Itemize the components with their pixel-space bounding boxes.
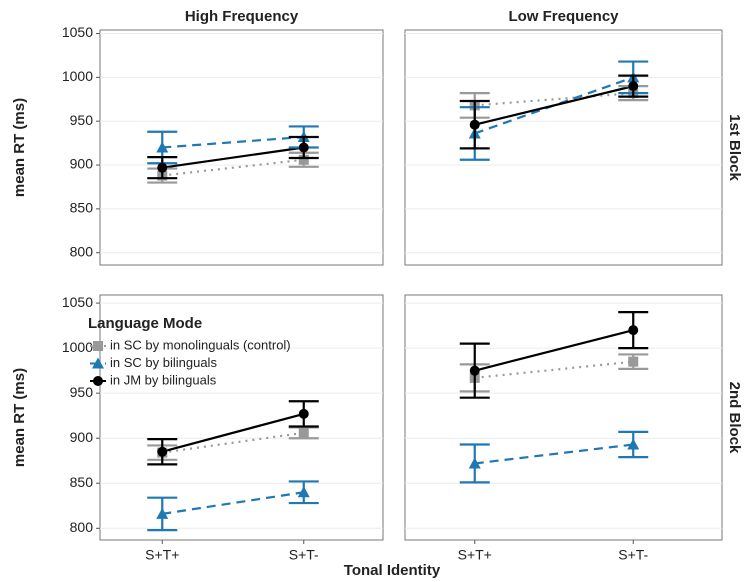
- marker: [156, 507, 169, 519]
- x-tick-label: S+T+: [145, 547, 179, 563]
- y-tick-label: 1000: [62, 68, 93, 84]
- column-title: Low Frequency: [508, 8, 619, 25]
- series-line: [474, 443, 634, 465]
- panel: [99, 294, 384, 541]
- series-line: [474, 76, 634, 135]
- series-line: [162, 135, 304, 149]
- legend-label: in SC by monolinguals (control): [110, 337, 291, 352]
- y-axis-label: mean RT (ms): [11, 368, 28, 467]
- marker: [298, 427, 309, 438]
- x-tick-label: S+T-: [289, 547, 319, 563]
- series-line: [474, 85, 634, 126]
- marker: [628, 356, 639, 367]
- marker: [298, 154, 309, 165]
- series-line: [162, 491, 304, 515]
- marker: [298, 408, 309, 419]
- x-tick-label: S+T-: [618, 547, 648, 563]
- series-line: [161, 412, 305, 453]
- x-axis-label: Tonal Identity: [344, 562, 441, 579]
- legend-title: Language Mode: [88, 315, 202, 332]
- y-tick-label: 800: [70, 243, 94, 259]
- y-tick-label: 1050: [62, 24, 93, 40]
- series-line: [162, 431, 304, 454]
- row-label: 1st Block: [726, 114, 743, 181]
- marker: [628, 325, 639, 336]
- panel: [404, 294, 723, 541]
- panel: [99, 29, 384, 266]
- column-title: High Frequency: [185, 8, 299, 25]
- marker: [469, 119, 480, 130]
- panel: [404, 29, 723, 266]
- marker: [298, 142, 309, 153]
- row-label: 2nd Block: [726, 382, 743, 454]
- marker: [93, 341, 103, 351]
- marker: [628, 81, 639, 92]
- marker: [156, 141, 169, 153]
- marker: [468, 457, 481, 469]
- series-line: [162, 158, 304, 177]
- marker: [92, 357, 104, 369]
- marker: [157, 162, 168, 173]
- marker: [157, 446, 168, 457]
- y-tick-label: 950: [70, 384, 94, 400]
- legend-label: in JM by bilinguals: [110, 372, 217, 387]
- marker: [93, 376, 103, 386]
- y-tick-label: 1050: [62, 294, 93, 310]
- marker: [627, 438, 640, 450]
- y-tick-label: 950: [70, 112, 94, 128]
- y-tick-label: 850: [70, 474, 94, 490]
- y-tick-label: 850: [70, 200, 94, 216]
- series-line: [162, 146, 304, 169]
- x-tick-label: S+T+: [458, 547, 492, 563]
- y-tick-label: 900: [70, 156, 94, 172]
- y-tick-label: 800: [70, 519, 94, 535]
- y-tick-label: 900: [70, 429, 94, 445]
- series-line: [474, 329, 634, 372]
- marker: [297, 486, 310, 498]
- y-tick-label: 1000: [62, 339, 93, 355]
- y-axis-label: mean RT (ms): [11, 98, 28, 197]
- marker: [469, 365, 480, 376]
- legend-label: in SC by bilinguals: [110, 355, 217, 370]
